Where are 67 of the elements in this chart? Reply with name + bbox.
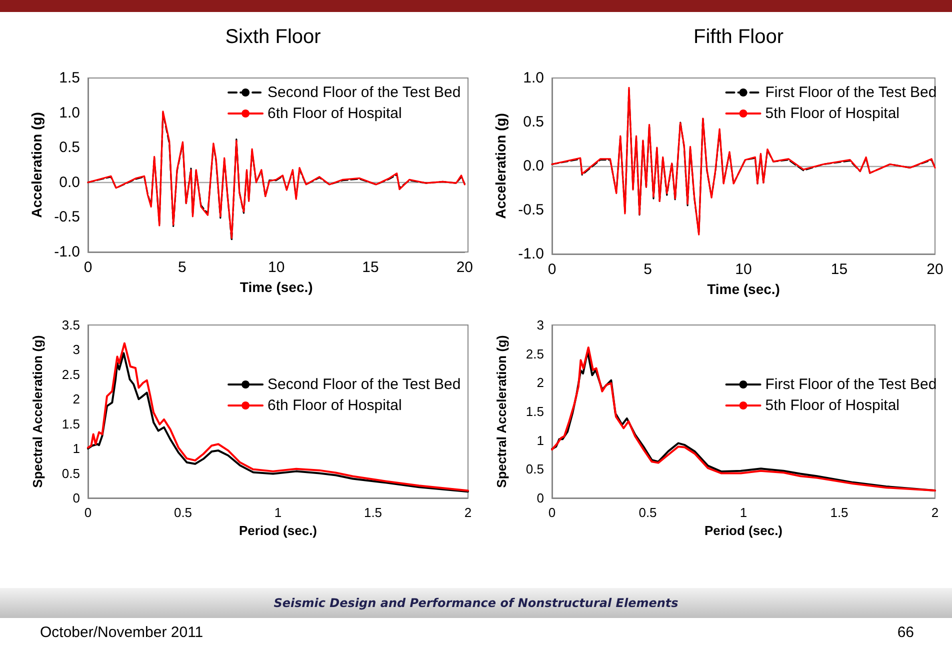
- y-tick-label: 1: [536, 432, 544, 448]
- x-tick-label: 0.5: [174, 505, 192, 520]
- y-axis-title: Acceleration (g): [492, 113, 508, 219]
- y-tick-label: 0: [536, 490, 544, 506]
- x-tick-label: 2: [464, 505, 472, 520]
- x-axis-title: Period (sec.): [238, 522, 318, 538]
- x-tick-label: 20: [926, 261, 944, 278]
- legend-label: Second Floor of the Test Bed: [268, 376, 461, 393]
- y-tick-label: -1.0: [54, 244, 80, 260]
- chart-title: Sixth Floor: [225, 26, 322, 48]
- y-tick-label: -0.5: [518, 202, 544, 218]
- x-tick-label: 0: [548, 261, 556, 278]
- legend-label: 5th Floor of Hospital: [765, 397, 900, 414]
- y-tick-label: 0.0: [523, 158, 544, 174]
- y-tick-label: -1.0: [518, 246, 544, 262]
- y-axis-title: Spectral Acceleration (g): [494, 335, 509, 488]
- y-tick-label: 0.5: [523, 114, 544, 130]
- x-tick-label: 0: [84, 259, 92, 276]
- legend-label: 6th Floor of Hospital: [268, 397, 402, 414]
- y-tick-label: 3: [72, 342, 80, 358]
- legend-label: 5th Floor of Hospital: [765, 105, 900, 122]
- y-tick-label: 1.5: [62, 416, 80, 432]
- y-tick-label: 0: [72, 490, 80, 506]
- legend-label: 6th Floor of Hospital: [268, 105, 402, 122]
- y-tick-label: 0.5: [59, 139, 80, 156]
- legend-label: Second Floor of the Test Bed: [268, 84, 461, 101]
- x-tick-label: 5: [178, 259, 186, 276]
- chart-title: Fifth Floor: [693, 26, 784, 48]
- x-tick-label: 1.5: [830, 505, 848, 520]
- y-tick-label: 1.5: [526, 404, 544, 419]
- text: October/November 2011: [40, 624, 204, 641]
- y-tick-label: 2.5: [526, 346, 544, 362]
- x-tick-label: 1: [740, 505, 748, 520]
- y-tick-label: 0.5: [526, 462, 544, 477]
- x-axis-title: Time (sec.): [707, 281, 780, 297]
- x-tick-label: 10: [268, 259, 285, 276]
- x-tick-label: 1.5: [364, 505, 382, 520]
- y-tick-label: -0.5: [54, 208, 80, 226]
- x-tick-label: 0: [548, 505, 556, 520]
- x-tick-label: 5: [644, 261, 652, 278]
- y-tick-label: 1: [72, 441, 80, 456]
- x-axis-title: Time (sec.): [240, 279, 313, 295]
- x-axis-title: Period (sec.): [704, 522, 783, 538]
- y-tick-label: 3: [536, 318, 544, 332]
- legend-label: First Floor of the Test Bed: [765, 376, 937, 393]
- y-tick-label: 1.0: [523, 70, 544, 86]
- x-tick-label: 10: [735, 261, 752, 278]
- x-tick-label: 20: [456, 259, 473, 276]
- y-tick-label: 2: [72, 392, 80, 407]
- text: 66: [897, 624, 914, 641]
- y-tick-label: 2.5: [62, 366, 80, 382]
- y-tick-label: 0.5: [62, 466, 80, 481]
- x-tick-label: 2: [931, 505, 939, 520]
- y-tick-label: 2: [536, 375, 544, 390]
- text: Seismic Design and Performance of Nonstructural Elements: [274, 596, 678, 610]
- x-tick-label: 0: [84, 505, 92, 520]
- x-tick-label: 15: [362, 259, 379, 276]
- y-tick-label: 1.0: [59, 104, 80, 122]
- x-tick-label: 1: [274, 505, 282, 520]
- y-tick-label: 1.5: [59, 70, 80, 86]
- y-tick-label: 3.5: [62, 318, 80, 332]
- y-axis-title: Spectral Acceleration (g): [30, 335, 45, 488]
- y-tick-label: 0.0: [59, 174, 80, 191]
- legend-label: First Floor of the Test Bed: [765, 84, 937, 101]
- x-tick-label: 0.5: [638, 505, 657, 520]
- y-axis-title: Acceleration (g): [28, 112, 44, 218]
- x-tick-label: 15: [830, 261, 848, 278]
